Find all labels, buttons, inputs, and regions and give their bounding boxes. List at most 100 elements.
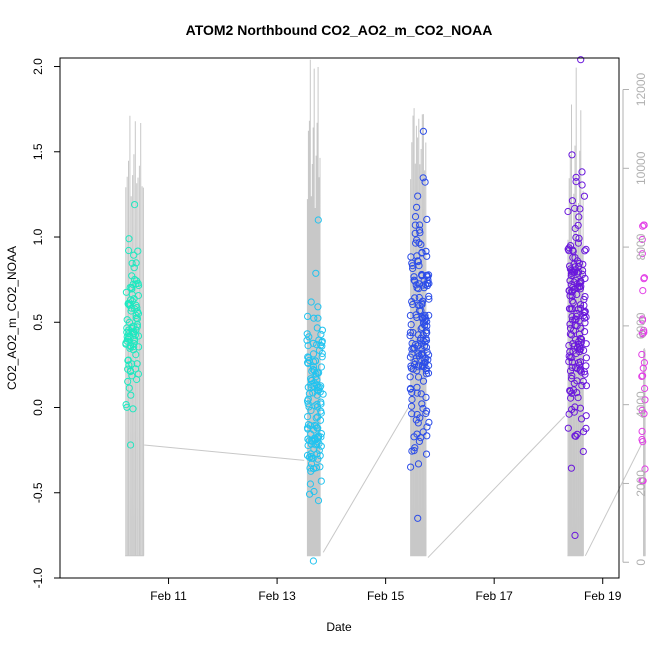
data-point	[414, 373, 423, 381]
data-point	[406, 373, 414, 381]
altitude-trace-flight	[567, 67, 584, 557]
data-point	[582, 313, 590, 321]
data-point	[566, 367, 575, 375]
data-point	[640, 221, 648, 229]
data-point	[311, 436, 319, 444]
data-point	[129, 281, 137, 289]
data-point	[578, 382, 586, 390]
data-point	[582, 245, 590, 253]
data-point	[318, 353, 326, 361]
data-point	[317, 430, 325, 438]
data-point	[314, 314, 322, 322]
data-point	[422, 450, 431, 458]
data-point	[638, 250, 646, 258]
x-tick-label: Feb 11	[150, 589, 187, 603]
data-point	[310, 487, 318, 496]
data-point	[568, 151, 576, 159]
data-point	[409, 264, 417, 273]
data-point	[414, 257, 422, 265]
y-axis: -1.0 -0.5 0.0 0.5 1.0 1.5 2.0	[31, 58, 60, 588]
data-point	[418, 249, 426, 257]
altitude-tick-label: 4000	[634, 391, 648, 418]
data-point	[308, 454, 316, 462]
x-tick-label: Feb 17	[475, 589, 513, 603]
data-point	[411, 213, 420, 221]
data-point	[580, 314, 589, 322]
data-point	[567, 374, 576, 383]
data-point	[408, 395, 416, 404]
data-point	[313, 400, 321, 408]
data-point	[572, 312, 581, 320]
data-point	[564, 424, 572, 432]
data-point	[567, 464, 576, 472]
data-point	[411, 221, 419, 229]
altitude-tick-label: 0	[634, 559, 648, 566]
data-point	[130, 251, 138, 259]
data-point	[307, 440, 315, 448]
data-point	[419, 428, 427, 436]
data-point	[567, 394, 575, 402]
data-point	[417, 334, 425, 342]
data-point	[571, 531, 579, 540]
data-point	[126, 368, 135, 376]
data-point	[423, 432, 431, 440]
data-point	[132, 259, 140, 267]
data-point	[125, 246, 133, 255]
data-point	[578, 181, 586, 189]
data-point	[305, 333, 313, 341]
y-tick-label: 2.0	[31, 58, 45, 75]
data-point	[124, 356, 132, 365]
data-point	[422, 247, 430, 255]
x-tick-label: Feb 13	[258, 589, 296, 603]
data-point	[566, 265, 575, 273]
data-point	[422, 393, 430, 401]
data-point	[406, 328, 414, 337]
data-point	[415, 293, 423, 302]
data-point	[412, 354, 421, 362]
data-point	[309, 557, 317, 565]
data-point	[422, 364, 430, 373]
data-point	[134, 370, 142, 378]
data-point	[575, 234, 583, 242]
data-point	[568, 389, 576, 397]
data-point	[425, 292, 433, 300]
data-point	[577, 335, 586, 343]
data-point	[419, 404, 427, 413]
data-point	[130, 343, 138, 351]
data-point	[314, 384, 322, 392]
data-point	[569, 299, 577, 307]
altitude-tick-label: 8000	[634, 233, 648, 260]
data-point	[582, 362, 590, 370]
data-point	[425, 311, 433, 319]
data-point	[304, 353, 312, 361]
data-point	[581, 328, 589, 336]
data-point	[638, 350, 646, 359]
data-point	[125, 384, 133, 392]
data-point	[410, 273, 418, 281]
data-point	[571, 432, 579, 440]
data-point	[420, 284, 428, 292]
data-point	[132, 326, 140, 334]
data-point	[639, 364, 647, 372]
data-point	[410, 361, 419, 369]
altitude-tick-label: 12000	[634, 73, 648, 107]
data-point	[572, 173, 580, 181]
data-point	[414, 301, 422, 309]
data-point	[417, 307, 425, 315]
data-point	[305, 354, 313, 362]
data-point	[313, 403, 322, 411]
data-point	[309, 465, 318, 473]
data-point	[309, 339, 317, 347]
data-point	[314, 387, 322, 395]
data-point	[133, 304, 141, 312]
data-point	[565, 341, 573, 350]
altitude-trace-connector	[584, 441, 644, 557]
data-point	[423, 215, 431, 223]
data-point	[409, 300, 417, 309]
data-point	[408, 339, 416, 347]
data-point	[304, 400, 312, 408]
data-point	[411, 294, 419, 302]
data-point	[414, 460, 423, 468]
data-point	[422, 271, 430, 280]
